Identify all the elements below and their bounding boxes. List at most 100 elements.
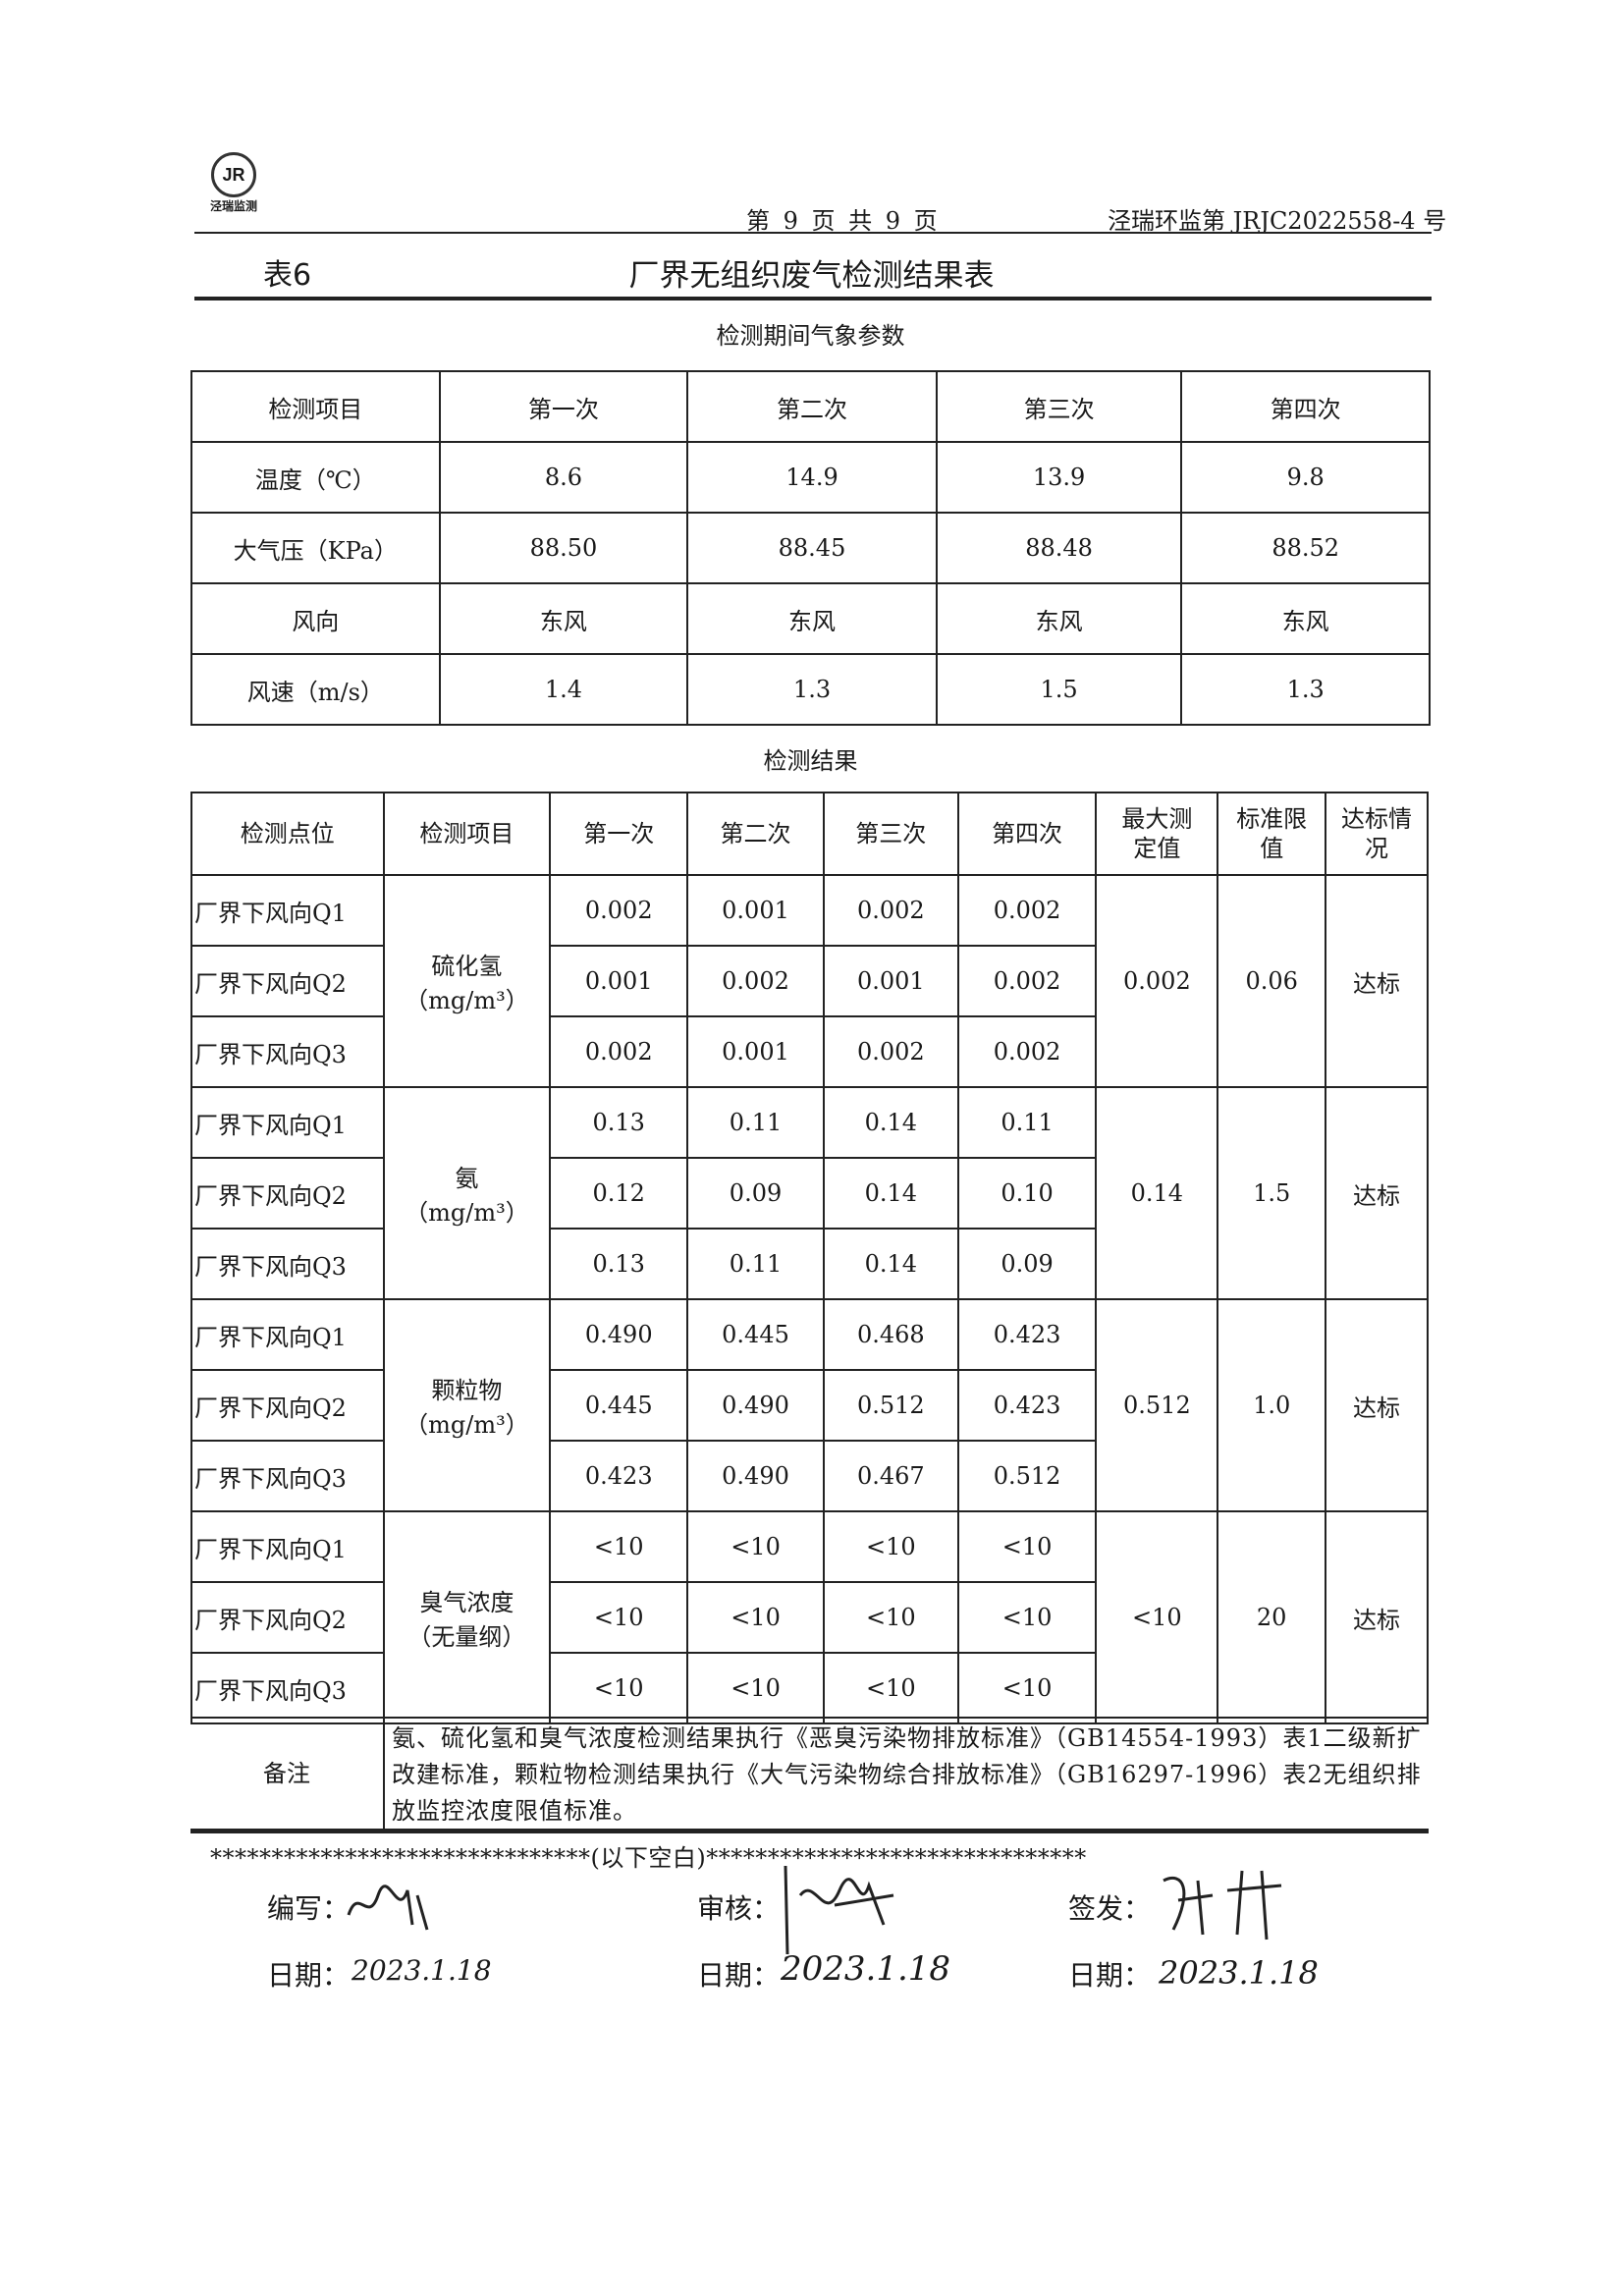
- column-header: 达标情况: [1325, 792, 1429, 876]
- item-name: 颗粒物: [431, 1377, 503, 1404]
- table-cell: 88.48: [935, 512, 1183, 584]
- measurement-value: <10: [686, 1581, 825, 1654]
- test-item: 颗粒物 （mg/m³）: [382, 1298, 552, 1512]
- table-cell: 13.9: [935, 441, 1183, 514]
- table-cell: 9.8: [1180, 441, 1431, 514]
- measurement-value: 0.468: [822, 1298, 959, 1371]
- table-row: 厂界下风向Q1 颗粒物 （mg/m³） 0.490 0.445 0.468 0.423 0.5…: [190, 1298, 1429, 1512]
- standard-limit: 1.0: [1217, 1298, 1327, 1512]
- test-item: 氨 （mg/m³）: [382, 1086, 552, 1300]
- table-row: 厂界下风向Q2 <10 <10 <10 <10: [190, 1581, 1428, 1654]
- compliance-status: 达标: [1325, 1510, 1429, 1724]
- issued-date: 2023.1.18: [1159, 1954, 1319, 1992]
- measurement-value: 0.002: [686, 945, 825, 1017]
- page-info: 第 9 页 共 9 页: [746, 207, 941, 235]
- measurement-value: 0.13: [549, 1086, 689, 1159]
- standard-limit: 0.06: [1217, 874, 1327, 1088]
- measurement-value: 0.12: [549, 1157, 689, 1230]
- table-cell: 88.52: [1180, 512, 1431, 584]
- monitoring-point: 厂界下风向Q2: [190, 945, 385, 1017]
- column-header: 检测项目: [190, 370, 441, 443]
- column-header: 第三次: [822, 792, 959, 876]
- monitoring-point: 厂界下风向Q2: [190, 1157, 385, 1230]
- measurement-value: 0.002: [956, 1015, 1098, 1088]
- max-value: <10: [1095, 1510, 1219, 1724]
- prepared-date: 2023.1.18: [352, 1954, 492, 1987]
- monitoring-point: 厂界下风向Q2: [190, 1369, 385, 1442]
- results-header-row: 检测点位 检测项目 第一次 第二次 第三次 第四次 最大测定值 标准限值 达标情况: [190, 792, 1429, 876]
- test-item: 硫化氢 （mg/m³）: [382, 874, 552, 1088]
- table-cell: 东风: [438, 582, 689, 655]
- title-divider: [194, 297, 1432, 301]
- measurement-value: 0.467: [822, 1440, 959, 1512]
- item-unit: （mg/m³）: [405, 1199, 529, 1227]
- monitoring-point: 厂界下风向Q2: [190, 1581, 385, 1654]
- measurement-value: 0.14: [822, 1157, 959, 1230]
- table-row: 风向 东风 东风 东风 东风: [190, 582, 1431, 655]
- weather-section-title: 检测期间气象参数: [716, 322, 905, 350]
- monitoring-point: 厂界下风向Q1: [190, 874, 385, 947]
- row-label: 大气压（KPa）: [190, 512, 441, 584]
- end-marker: *******************************(以下空白)***…: [210, 1844, 1087, 1872]
- monitoring-point: 厂界下风向Q3: [190, 1228, 385, 1300]
- reviewed-label: 审核：: [697, 1892, 781, 1925]
- measurement-value: 0.002: [822, 1015, 959, 1088]
- measurement-value: <10: [956, 1581, 1098, 1654]
- measurement-value: <10: [822, 1581, 959, 1654]
- measurement-value: 0.001: [686, 1015, 825, 1088]
- standard-limit: 20: [1217, 1510, 1327, 1724]
- table-cell: 1.3: [686, 653, 938, 726]
- compliance-status: 达标: [1325, 1086, 1429, 1300]
- issued-signature: [1163, 1870, 1282, 1941]
- item-name: 臭气浓度: [419, 1589, 514, 1616]
- column-header: 检测点位: [190, 792, 385, 876]
- table-cell: 1.4: [438, 653, 689, 726]
- table-row: 厂界下风向Q1 臭气浓度 （无量纲） <10 <10 <10 <10 <10 20 达标: [190, 1510, 1429, 1724]
- compliance-status: 达标: [1325, 874, 1429, 1088]
- monitoring-point: 厂界下风向Q3: [190, 1652, 385, 1724]
- measurement-value: <10: [822, 1652, 959, 1724]
- header-divider: [194, 232, 1432, 234]
- item-name: 氨: [455, 1165, 479, 1192]
- table-cell: 东风: [935, 582, 1183, 655]
- row-label: 风向: [190, 582, 441, 655]
- compliance-status: 达标: [1325, 1298, 1429, 1512]
- measurement-value: 0.09: [686, 1157, 825, 1230]
- logo-emblem-icon: JR: [211, 152, 256, 197]
- measurement-value: 0.001: [822, 945, 959, 1017]
- measurement-value: 0.09: [956, 1228, 1098, 1300]
- measurement-value: 0.002: [549, 874, 689, 947]
- measurement-value: 0.11: [686, 1228, 825, 1300]
- table-row: 厂界下风向Q2 0.12 0.09 0.14 0.10: [190, 1157, 1428, 1230]
- measurement-value: 0.445: [686, 1298, 825, 1371]
- measurement-value: <10: [549, 1581, 689, 1654]
- table-row: 厂界下风向Q3 <10 <10 <10 <10: [190, 1652, 1428, 1724]
- remark-row: 备注 氨、硫化氢和臭气浓度检测结果执行《恶臭污染物排放标准》（GB14554-1…: [190, 1717, 1429, 1833]
- measurement-value: <10: [549, 1652, 689, 1724]
- row-label: 风速（m/s）: [190, 653, 441, 726]
- table-cell: 1.3: [1180, 653, 1431, 726]
- measurement-value: 0.002: [822, 874, 959, 947]
- measurement-value: 0.14: [822, 1228, 959, 1300]
- monitoring-point: 厂界下风向Q1: [190, 1510, 385, 1583]
- reviewed-signature: [784, 1865, 894, 1955]
- table-row: 风速（m/s） 1.4 1.3 1.5 1.3: [190, 653, 1431, 726]
- reviewed-date: 2023.1.18: [781, 1949, 951, 1989]
- measurement-value: <10: [822, 1510, 959, 1583]
- item-unit: （mg/m³）: [405, 987, 529, 1014]
- results-table: 检测点位 检测项目 第一次 第二次 第三次 第四次 最大测定值 标准限值 达标情况 厂界下风向Q1…: [190, 792, 1429, 1724]
- results-section-title: 检测结果: [763, 747, 858, 775]
- column-header: 第四次: [956, 792, 1098, 876]
- column-header: 检测项目: [382, 792, 552, 876]
- measurement-value: <10: [549, 1510, 689, 1583]
- item-name: 硫化氢: [431, 953, 503, 980]
- table-cell: 88.45: [686, 512, 938, 584]
- measurement-value: 0.11: [956, 1086, 1098, 1159]
- table-cell: 88.50: [438, 512, 689, 584]
- standard-limit: 1.5: [1217, 1086, 1327, 1300]
- measurement-value: 0.002: [956, 874, 1098, 947]
- column-header: 第二次: [686, 792, 825, 876]
- company-logo: JR 泾瑞监测: [204, 152, 263, 214]
- measurement-value: 0.512: [822, 1369, 959, 1442]
